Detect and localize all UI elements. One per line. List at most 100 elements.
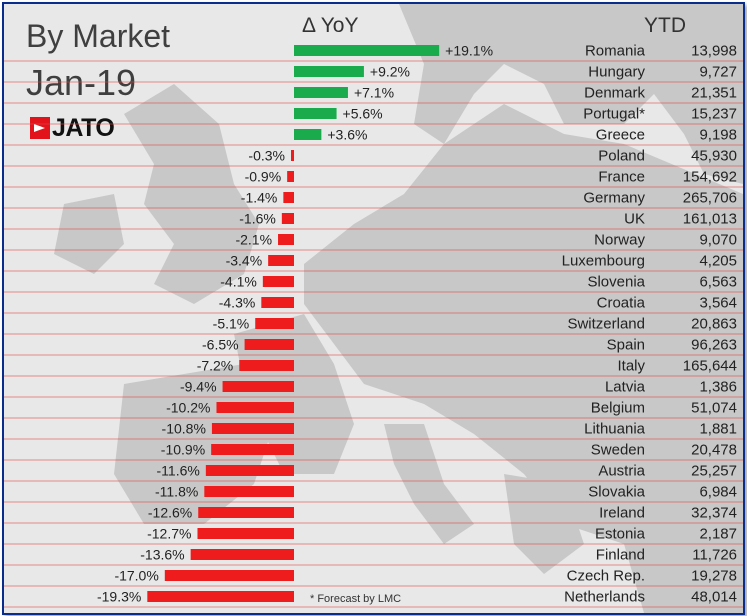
ytd-value: 4,205	[699, 253, 737, 270]
yoy-value-label: -10.9%	[161, 442, 205, 458]
yoy-value-label: -7.2%	[197, 358, 234, 374]
yoy-bar	[287, 171, 294, 182]
yoy-value-label: -19.3%	[97, 589, 141, 605]
market-label: Spain	[607, 337, 645, 354]
ytd-value: 19,278	[691, 568, 737, 585]
yoy-bar	[244, 339, 294, 350]
yoy-bar	[239, 360, 294, 371]
market-label: Croatia	[597, 295, 646, 312]
yoy-value-label: -10.8%	[162, 421, 206, 437]
yoy-value-label: +3.6%	[327, 127, 367, 143]
market-label: Luxembourg	[562, 253, 645, 270]
ytd-value: 161,013	[683, 211, 737, 228]
ytd-value: 20,478	[691, 442, 737, 459]
market-label: Lithuania	[584, 421, 646, 438]
chart-subtitle: Jan-19	[26, 62, 137, 103]
market-label: Denmark	[584, 85, 645, 102]
yoy-bar	[164, 570, 294, 581]
yoy-value-label: -3.4%	[226, 253, 263, 269]
yoy-bar	[294, 87, 348, 98]
yoy-value-label: -11.6%	[157, 463, 200, 479]
yoy-bar	[281, 213, 294, 224]
market-label: Finland	[596, 547, 645, 564]
ytd-value: 45,930	[691, 148, 737, 165]
market-label: Latvia	[605, 379, 646, 396]
yoy-bar-chart: +19.1% Romania 13,998 +9.2% Hungary 9,727 +7.1…	[4, 43, 743, 608]
ytd-value: 165,644	[683, 358, 737, 375]
yoy-value-label: +19.1%	[445, 43, 493, 59]
yoy-value-label: +5.6%	[343, 106, 383, 122]
ytd-value: 265,706	[683, 190, 737, 207]
ytd-column-header: YTD	[644, 14, 686, 37]
market-label: Romania	[585, 43, 646, 60]
yoy-value-label: -17.0%	[114, 568, 158, 584]
market-label: Czech Rep.	[567, 568, 645, 585]
market-label: Estonia	[595, 526, 646, 543]
yoy-value-label: -1.6%	[239, 211, 276, 227]
yoy-value-label: -0.3%	[248, 148, 285, 164]
ytd-value: 9,198	[699, 127, 737, 144]
yoy-value-label: +9.2%	[370, 64, 410, 80]
yoy-bar	[283, 192, 294, 203]
market-label: Netherlands	[564, 589, 645, 606]
yoy-value-label: -10.2%	[166, 400, 210, 416]
yoy-bar	[278, 234, 294, 245]
market-label: UK	[624, 211, 645, 228]
yoy-bar	[190, 549, 294, 560]
ytd-value: 21,351	[691, 85, 737, 102]
yoy-value-label: -1.4%	[241, 190, 278, 206]
ytd-value: 9,070	[699, 232, 737, 249]
ytd-value: 20,863	[691, 316, 737, 333]
yoy-bar	[268, 255, 294, 266]
yoy-value-label: -9.4%	[180, 379, 217, 395]
yoy-bar	[294, 108, 337, 119]
yoy-bar	[261, 297, 294, 308]
yoy-value-label: -4.1%	[220, 274, 257, 290]
market-label: Greece	[596, 127, 645, 144]
europe-map-background	[54, 4, 743, 613]
yoy-value-label: -12.7%	[147, 526, 191, 542]
yoy-column-header: Δ YoY	[302, 14, 359, 37]
yoy-bar	[222, 381, 294, 392]
yoy-bar	[211, 444, 294, 455]
market-label: Switzerland	[567, 316, 645, 333]
yoy-bar	[294, 66, 364, 77]
footnote: * Forecast by LMC	[310, 593, 402, 605]
market-label: Italy	[617, 358, 645, 375]
ytd-value: 11,726	[692, 547, 737, 564]
yoy-bar	[211, 423, 294, 434]
ytd-value: 2,187	[699, 526, 737, 543]
yoy-bar	[291, 150, 294, 161]
yoy-bar	[204, 486, 294, 497]
ytd-value: 154,692	[683, 169, 737, 186]
market-label: France	[598, 169, 645, 186]
yoy-bar	[197, 528, 294, 539]
market-label: Hungary	[588, 64, 645, 81]
jato-arrow-icon	[30, 117, 50, 139]
market-label: Sweden	[591, 442, 645, 459]
market-label: Austria	[598, 463, 645, 480]
market-label: Norway	[594, 232, 645, 249]
market-label: Portugal*	[583, 106, 645, 123]
market-label: Poland	[598, 148, 645, 165]
yoy-value-label: -4.3%	[219, 295, 256, 311]
market-label: Slovakia	[588, 484, 645, 501]
yoy-value-label: -11.8%	[155, 484, 198, 500]
yoy-bar	[255, 318, 294, 329]
yoy-value-label: -13.6%	[140, 547, 184, 563]
ytd-value: 1,386	[699, 379, 737, 396]
jato-logo-text: JATO	[52, 113, 115, 142]
market-label: Ireland	[599, 505, 645, 522]
market-label: Belgium	[591, 400, 645, 417]
yoy-bar	[294, 45, 440, 56]
market-label: Slovenia	[587, 274, 645, 291]
yoy-value-label: -5.1%	[213, 316, 250, 332]
jato-logo: JATO	[30, 113, 115, 142]
market-label: Germany	[583, 190, 645, 207]
yoy-bar	[198, 507, 294, 518]
yoy-bar	[205, 465, 294, 476]
ytd-value: 1,881	[699, 421, 737, 438]
ytd-value: 6,563	[699, 274, 737, 291]
ytd-value: 9,727	[699, 64, 737, 81]
